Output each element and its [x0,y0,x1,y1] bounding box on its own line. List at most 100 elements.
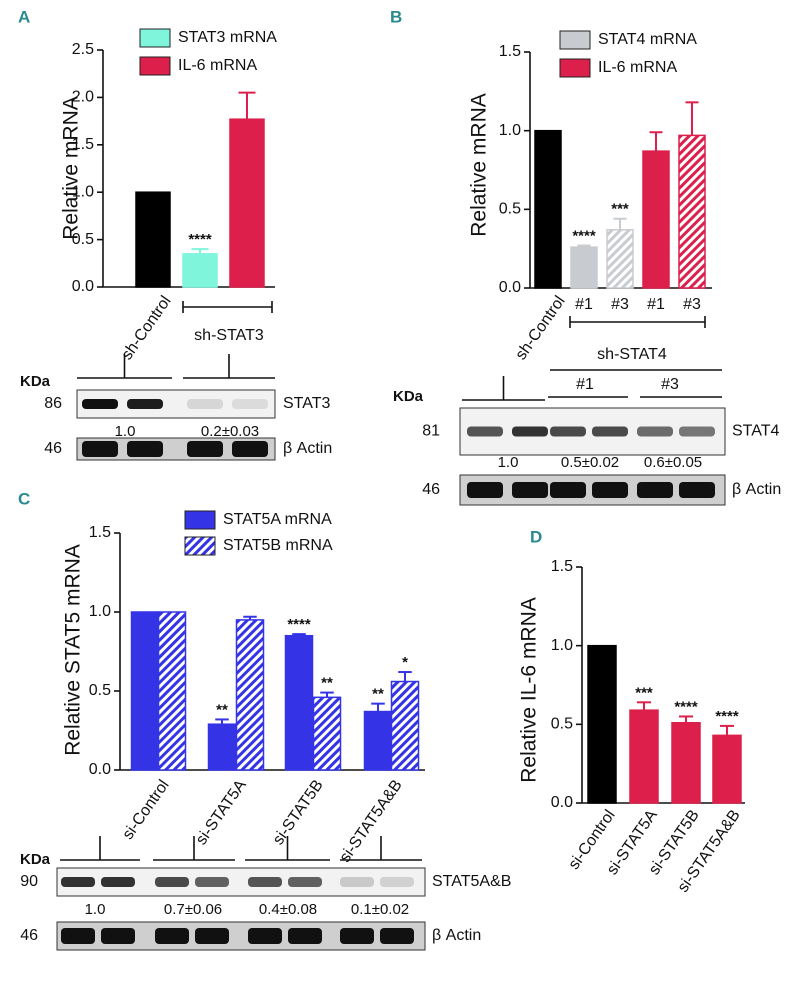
x-tick-label: #3 [683,296,701,313]
bar [570,246,598,289]
blot-band [679,482,715,498]
blot-band [592,426,628,437]
legend-label: STAT3 mRNA [178,29,277,46]
bar [606,229,634,289]
legend-label: IL-6 mRNA [598,59,677,76]
kda-label: KDa [20,373,51,390]
legend-swatch [184,510,216,530]
blot-band [380,877,414,887]
bar [390,680,420,771]
legend-label: STAT5A mRNA [223,511,332,528]
blot-band [127,441,163,457]
bar [712,734,742,804]
x-tick-label: sh-Control [512,293,568,363]
blot-band [248,928,282,944]
kda-value: 90 [20,873,38,890]
significance: ** [216,701,228,718]
significance: ** [372,686,384,703]
significance: *** [635,684,653,701]
blot-band [195,877,229,887]
y-axis-label: Relative mRNA [60,96,83,240]
blot-band [340,928,374,944]
bar [312,696,342,771]
y-tick-label: 0.0 [89,761,111,778]
bar [284,634,314,771]
kda-value: 46 [44,440,62,457]
blot-band [380,928,414,944]
blot-band [232,399,268,409]
significance: *** [611,201,629,218]
blot-band [101,877,135,887]
y-tick-label: 1.5 [551,558,573,575]
bar [587,644,617,804]
protein-label: β Actin [283,440,332,457]
bar [235,619,265,771]
significance: **** [572,227,596,244]
x-tick-label: si-STAT5A&B [337,777,406,866]
blot-band [195,928,229,944]
y-axis-label: Relative mRNA [468,93,491,237]
blot-band [248,877,282,887]
legend-swatch [559,58,591,78]
x-tick-label: #1 [647,296,665,313]
blot-band [61,877,95,887]
y-tick-label: 1.0 [551,637,573,654]
band-quantification: 0.4±0.08 [259,901,317,918]
band-quantification: 0.7±0.06 [164,901,222,918]
blot-band [82,441,118,457]
band-quantification: 0.5±0.02 [561,454,619,471]
kda-value: 81 [422,423,440,440]
significance: **** [188,231,212,248]
blot-membrane [76,437,276,461]
bar [229,118,265,288]
kda-value: 86 [44,395,62,412]
blot-band [550,426,586,437]
band-quantification: 0.2±0.03 [201,423,259,440]
significance: **** [287,616,311,633]
kda-value: 46 [422,481,440,498]
legend-swatch [139,28,171,48]
kda-label: KDa [20,851,51,868]
y-tick-label: 2.5 [72,41,94,58]
bar [207,723,237,771]
blot-band [82,399,118,409]
y-tick-label: 1.5 [89,524,111,541]
bar [671,722,701,804]
blot-band [155,928,189,944]
panel-label: D [530,527,542,546]
blot-band [512,426,548,437]
blot-band [155,877,189,887]
blot-band [679,426,715,437]
y-tick-label: 1.0 [89,603,111,620]
blot-band [61,928,95,944]
bar [182,253,218,288]
blot-band [637,482,673,498]
bar [629,709,659,804]
blot-band [550,482,586,498]
bar [130,611,160,771]
x-tick-label: sh-Control [118,293,174,363]
band-quantification: 1.0 [498,454,519,471]
y-tick-label: 1.0 [499,122,521,139]
x-tick-label: si-STAT5B [270,777,327,848]
band-quantification: 0.6±0.05 [644,454,702,471]
blot-band [340,877,374,887]
y-tick-label: 0.5 [551,716,573,733]
significance: * [402,654,408,671]
y-tick-label: 0.0 [499,279,521,296]
panel-label: C [18,489,30,508]
legend-swatch [139,56,171,76]
blot-band [592,482,628,498]
legend-label: STAT5B mRNA [223,537,333,554]
y-tick-label: 0.0 [72,278,94,295]
y-tick-label: 0.5 [499,201,521,218]
blot-band [512,482,548,498]
x-tick-label: si-Control [120,777,173,843]
blot-band [467,426,503,437]
protein-label: STAT4 [732,423,780,440]
blot-band [232,441,268,457]
bar [642,150,670,289]
blot-band [467,482,503,498]
bar [363,710,393,771]
significance: **** [674,698,698,715]
